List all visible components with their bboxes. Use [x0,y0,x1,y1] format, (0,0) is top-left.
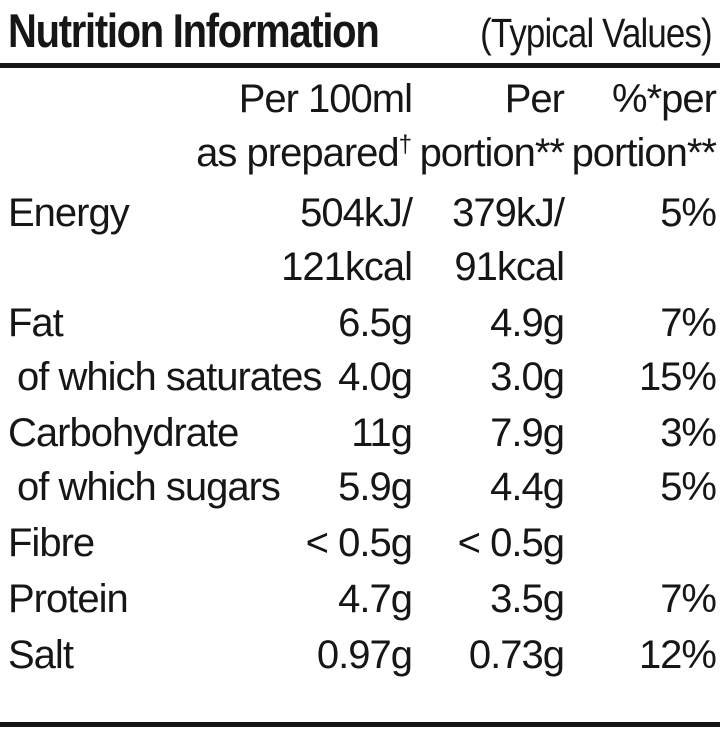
column-header-per-100ml: Per 100ml as prepared† [196,72,413,180]
row-label: of which sugars [17,465,281,509]
table-row-energy: Energy 504kJ/ 121kcal 379kJ/ 91kcal 5% [8,186,717,294]
column-header-per-portion: Per portion** [412,72,565,180]
value-per-portion: 3.5g [490,577,565,621]
value-percent: 15% [638,355,717,399]
top-rule [0,63,720,68]
per-100ml-line1: Per 100ml [238,77,413,121]
table-row-salt: Salt 0.97g 0.73g 12% [8,628,717,682]
percent-per-portion-line2: portion** [571,131,717,175]
row-label: Carbohydrate [8,411,239,455]
column-header-percent-per-portion: %*per portion** [564,72,717,180]
title-bar: Nutrition Information (Typical Values) [0,0,720,62]
typical-values-label: (Typical Values) [480,10,713,56]
table-row-fibre: Fibre < 0.5g < 0.5g [8,516,716,570]
value-per-portion: 7.9g [490,411,565,455]
bottom-rule [0,722,720,727]
page-title: Nutrition Information [8,4,380,57]
row-label: Fibre [8,521,95,565]
table-header-row: Per 100ml as prepared† Per portion** %*p… [8,72,717,180]
table-row-saturates: of which saturates 4.0g 3.0g 15% [8,350,717,404]
value-per-100ml: < 0.5g [305,521,413,565]
per-100ml-line2: as prepared† [196,131,412,175]
value-per-100ml: 0.97g [316,633,413,677]
row-label: of which saturates [17,355,322,399]
table-row-sugars: of which sugars 5.9g 4.4g 5% [8,460,717,514]
value-per-100ml: 4.0g [338,355,413,399]
value-percent: 7% [660,301,717,345]
per-portion-line1: Per [504,77,565,121]
value-per-100ml: 504kJ/ 121kcal [281,191,413,289]
value-per-100ml: 6.5g [338,301,413,345]
value-per-portion: 4.9g [490,301,565,345]
value-percent: 5% [660,191,717,235]
value-per-portion: < 0.5g [457,521,565,565]
value-per-portion: 3.0g [490,355,565,399]
row-label: Energy [8,191,130,235]
value-per-100ml: 5.9g [338,465,413,509]
value-per-portion: 0.73g [468,633,565,677]
row-label: Salt [8,633,74,677]
table-row-carbohydrate: Carbohydrate 11g 7.9g 3% [8,406,717,460]
title-row: Nutrition Information (Typical Values) [8,4,713,58]
value-per-100ml: 4.7g [338,577,413,621]
row-label: Protein [8,577,129,621]
value-per-portion: 379kJ/ 91kcal [452,191,565,289]
value-per-100ml: 11g [351,411,413,455]
per-portion-line2: portion** [419,131,565,175]
value-percent: 5% [660,465,717,509]
percent-per-portion-line1: %*per [612,77,717,121]
row-label: Fat [8,301,64,345]
value-percent: 12% [638,633,717,677]
dagger-footnote-mark: † [398,131,412,158]
value-percent: 7% [660,577,717,621]
table-row-fat: Fat 6.5g 4.9g 7% [8,296,717,350]
value-per-portion: 4.4g [490,465,565,509]
nutrition-table: Per 100ml as prepared† Per portion** %*p… [0,72,720,682]
table-row-protein: Protein 4.7g 3.5g 7% [8,572,717,626]
value-percent: 3% [660,411,717,455]
table-body: Energy 504kJ/ 121kcal 379kJ/ 91kcal 5% [8,186,717,682]
